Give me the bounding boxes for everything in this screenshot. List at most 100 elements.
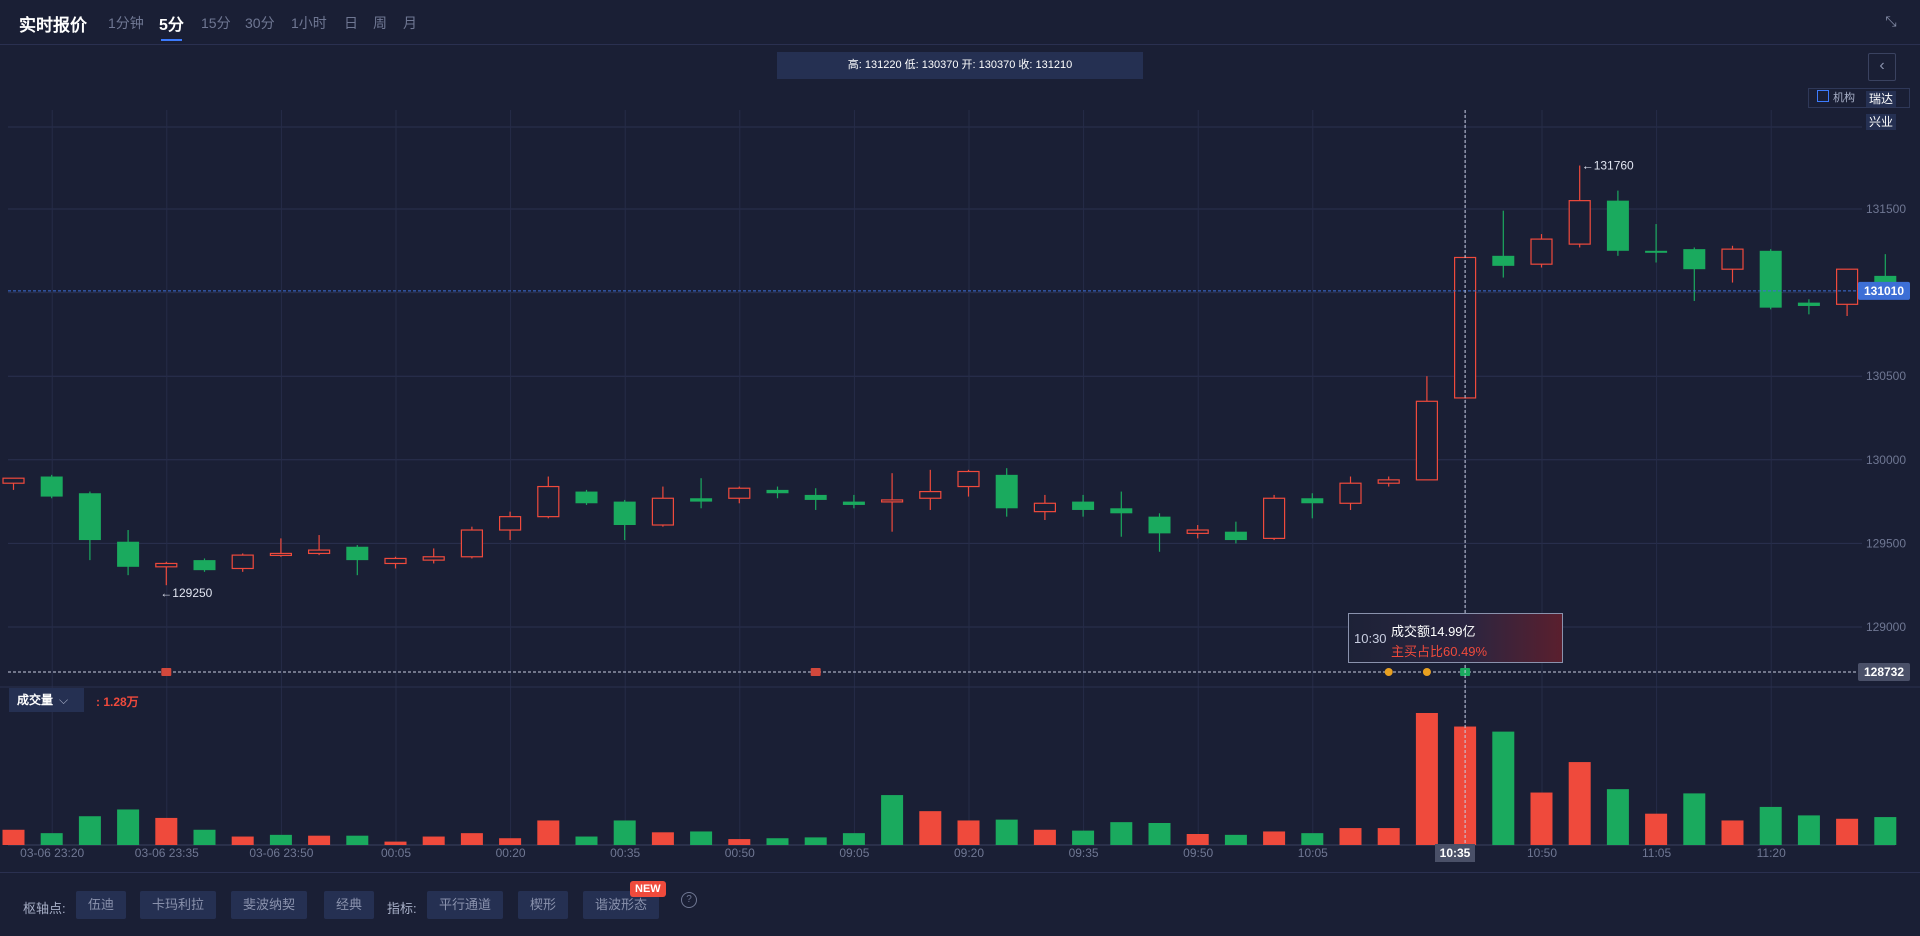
- volume-bar: [842, 833, 865, 845]
- volume-bar: [2, 829, 25, 845]
- candle: [499, 511, 522, 541]
- volume-bar: [308, 835, 331, 845]
- tab-1min[interactable]: 1分钟: [108, 15, 144, 31]
- candle-body: [1186, 529, 1209, 534]
- time-tick-label: 09:20: [954, 846, 984, 860]
- candle-body: [995, 474, 1018, 509]
- volume-bar: [1339, 828, 1362, 845]
- institution-tag-xingye[interactable]: 兴业: [1866, 114, 1897, 130]
- tab-15min[interactable]: 15分: [201, 15, 231, 31]
- volume-bar: [460, 833, 483, 845]
- candle-body: [155, 562, 178, 568]
- volume-bar: [1263, 831, 1286, 845]
- volume-value: : 1.28万: [96, 695, 139, 709]
- volume-bar: [1492, 731, 1515, 845]
- marker-red-tag: [810, 668, 821, 676]
- candle-body: [193, 560, 216, 571]
- candle: [155, 561, 178, 586]
- candle: [231, 553, 254, 572]
- volume-bar: [957, 820, 980, 845]
- candle-body: [40, 476, 63, 497]
- legend-square-icon: [1817, 90, 1829, 102]
- volume-selector[interactable]: 成交量 ⌵: [9, 688, 84, 712]
- candle: [1721, 245, 1744, 283]
- volume-bar: [728, 839, 751, 845]
- candle: [422, 548, 445, 564]
- candle-body: [1568, 200, 1591, 245]
- candle-body: [1339, 482, 1362, 504]
- candle: [919, 469, 942, 510]
- candle: [269, 538, 292, 557]
- volume-bar: [1377, 828, 1400, 845]
- chart-overlay: 131010 128732 ←131760 ←129250: [8, 110, 1910, 845]
- volume-bar: [1683, 793, 1706, 845]
- candle-body: [766, 489, 789, 494]
- candle: [1797, 299, 1820, 315]
- tab-1hour[interactable]: 1小时: [291, 15, 327, 31]
- pivot-camarilla-button[interactable]: 卡玛利拉: [140, 891, 217, 919]
- new-badge: NEW: [630, 881, 666, 897]
- volume-bar: [1836, 818, 1859, 845]
- pivot-fibonacci-button[interactable]: 斐波纳契: [231, 891, 308, 919]
- collapse-icon[interactable]: ⤡: [1885, 13, 1897, 29]
- candle-body: [269, 552, 292, 557]
- volume-bar: [1033, 829, 1056, 845]
- candle: [1148, 513, 1171, 552]
- volume-bar: [1110, 822, 1133, 845]
- candle: [1301, 493, 1324, 519]
- candle-body: [957, 470, 980, 488]
- candle-body: [460, 529, 483, 558]
- volume-bar: [766, 838, 789, 845]
- parallel-channel-button[interactable]: 平行通道: [427, 891, 504, 919]
- candle-body: [804, 494, 827, 500]
- candle: [880, 473, 904, 532]
- tab-month[interactable]: 月: [403, 15, 417, 31]
- volume-bar: [1721, 820, 1744, 845]
- volume-bar: [651, 832, 674, 845]
- chevron-left-icon[interactable]: ‹: [1868, 53, 1896, 81]
- candle-body: [1492, 255, 1515, 266]
- candle-body: [728, 487, 751, 499]
- volume-bar: [78, 816, 101, 845]
- volume-bar: [1186, 834, 1209, 845]
- low-annotation: ←129250: [160, 586, 212, 600]
- price-tick-label: 131500: [1866, 202, 1906, 216]
- pivot-woodie-button[interactable]: 伍迪: [76, 891, 127, 919]
- volume-bar: [1530, 792, 1553, 845]
- tab-day[interactable]: 日: [344, 15, 358, 31]
- page-title: 实时报价: [19, 16, 87, 35]
- candle: [1377, 476, 1400, 487]
- candle-body: [1759, 250, 1782, 308]
- help-icon[interactable]: ?: [681, 892, 697, 908]
- candle-body: [1072, 501, 1095, 510]
- volume-bar: [690, 831, 713, 845]
- tab-30min[interactable]: 30分: [245, 15, 275, 31]
- time-tick-label: 00:05: [381, 846, 411, 860]
- candle-body: [384, 557, 407, 565]
- volume-bar: [1415, 713, 1438, 845]
- volume-bar: [269, 834, 292, 845]
- candle: [346, 545, 369, 576]
- candle: [40, 474, 63, 499]
- pivot-classic-button[interactable]: 经典: [324, 891, 375, 919]
- tab-week[interactable]: 周: [373, 15, 387, 31]
- time-tick-label: 00:35: [610, 846, 640, 860]
- candle: [1339, 476, 1362, 510]
- volume-bar: [1874, 817, 1897, 845]
- institution-legend[interactable]: 机构: [1808, 88, 1910, 108]
- marker-orange-dot: [1384, 668, 1393, 676]
- candle: [690, 478, 713, 509]
- institution-tag-ruida[interactable]: 瑞达: [1866, 91, 1897, 107]
- volume-bar: [384, 841, 407, 845]
- tab-5min[interactable]: 5分: [159, 11, 184, 41]
- volume-bar: [1224, 834, 1247, 845]
- candle-body: [1415, 400, 1439, 481]
- time-tick-label: 09:05: [839, 846, 869, 860]
- current-price-label: 131010: [1864, 284, 1904, 298]
- candle-body: [308, 549, 331, 555]
- candle: [1110, 491, 1133, 537]
- candle-body: [499, 516, 522, 531]
- wedge-button[interactable]: 楔形: [518, 891, 569, 919]
- candle: [1262, 494, 1286, 541]
